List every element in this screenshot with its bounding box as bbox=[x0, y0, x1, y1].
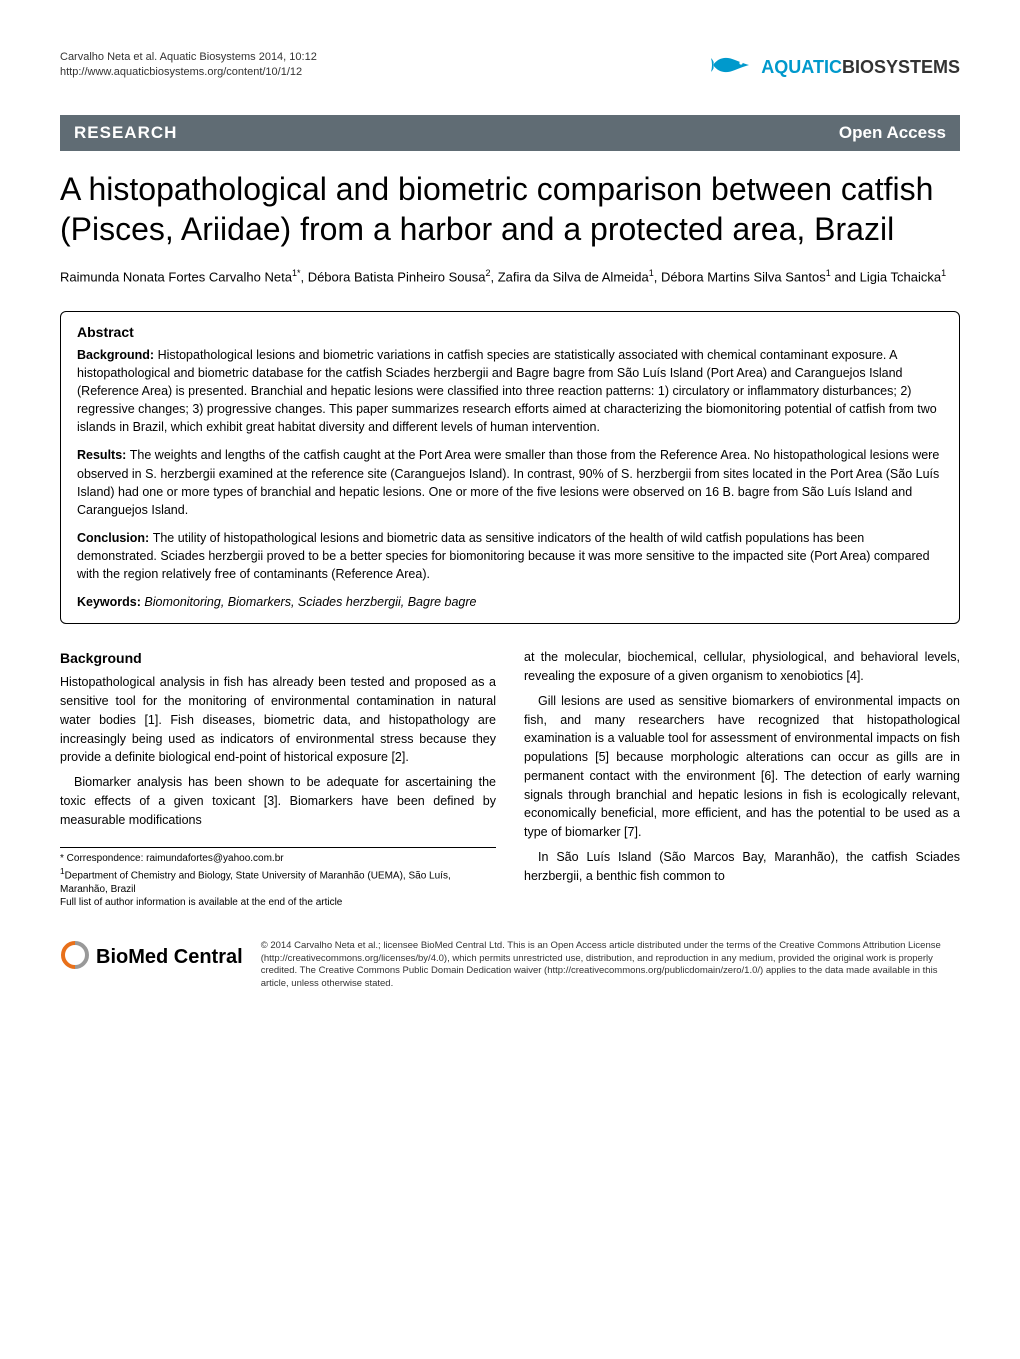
biomedcentral-logo: BioMed Central bbox=[60, 940, 243, 976]
fish-icon bbox=[709, 50, 753, 85]
author-3: , Zafira da Silva de Almeida bbox=[490, 269, 648, 284]
right-column: at the molecular, biochemical, cellular,… bbox=[524, 648, 960, 909]
right-paragraph-1: at the molecular, biochemical, cellular,… bbox=[524, 648, 960, 686]
author-1: Raimunda Nonata Fortes Carvalho Neta bbox=[60, 269, 292, 284]
abstract-conclusion-label: Conclusion: bbox=[77, 531, 153, 545]
license-text: © 2014 Carvalho Neta et al.; licensee Bi… bbox=[261, 940, 960, 991]
abstract-conclusion-text: The utility of histopathological lesions… bbox=[77, 531, 930, 581]
biomedcentral-name: BioMed Central bbox=[96, 946, 243, 969]
author-5: and Ligia Tchaicka bbox=[831, 269, 941, 284]
journal-name-biosystems: BIOSYSTEMS bbox=[842, 57, 960, 78]
left-paragraph-2: Biomarker analysis has been shown to be … bbox=[60, 773, 496, 829]
correspondence-email: * Correspondence: raimundafortes@yahoo.c… bbox=[60, 852, 496, 866]
author-2: , Débora Batista Pinheiro Sousa bbox=[300, 269, 485, 284]
abstract-results-label: Results: bbox=[77, 448, 130, 462]
bracket-icon bbox=[60, 940, 90, 976]
background-heading: Background bbox=[60, 648, 496, 669]
author-5-affil: 1 bbox=[941, 268, 946, 278]
correspondence-affil-text: Department of Chemistry and Biology, Sta… bbox=[60, 870, 451, 895]
keywords-text: Biomonitoring, Biomarkers, Sciades herzb… bbox=[144, 595, 476, 609]
abstract-results: Results: The weights and lengths of the … bbox=[77, 446, 943, 519]
page-container: Carvalho Neta et al. Aquatic Biosystems … bbox=[0, 0, 1020, 1031]
correspondence-affiliation: 1Department of Chemistry and Biology, St… bbox=[60, 866, 496, 896]
keywords-label: Keywords: bbox=[77, 595, 144, 609]
citation-block: Carvalho Neta et al. Aquatic Biosystems … bbox=[60, 50, 317, 81]
right-paragraph-3: In São Luís Island (São Marcos Bay, Mara… bbox=[524, 848, 960, 886]
abstract-heading: Abstract bbox=[77, 324, 943, 340]
abstract-box: Abstract Background: Histopathological l… bbox=[60, 311, 960, 625]
abstract-background-text: Histopathological lesions and biometric … bbox=[77, 348, 937, 435]
author-4: , Débora Martins Silva Santos bbox=[654, 269, 826, 284]
open-access-label: Open Access bbox=[839, 123, 946, 143]
journal-logo: AQUATIC BIOSYSTEMS bbox=[709, 50, 960, 85]
correspondence-block: * Correspondence: raimundafortes@yahoo.c… bbox=[60, 847, 496, 909]
abstract-background-label: Background: bbox=[77, 348, 158, 362]
correspondence-fulllist: Full list of author information is avail… bbox=[60, 896, 496, 910]
research-bar: RESEARCH Open Access bbox=[60, 115, 960, 151]
left-column: Background Histopathological analysis in… bbox=[60, 648, 496, 909]
research-label: RESEARCH bbox=[74, 123, 177, 143]
abstract-conclusion: Conclusion: The utility of histopatholog… bbox=[77, 529, 943, 583]
footer-row: BioMed Central © 2014 Carvalho Neta et a… bbox=[60, 936, 960, 991]
abstract-background: Background: Histopathological lesions an… bbox=[77, 346, 943, 437]
citation-line-1: Carvalho Neta et al. Aquatic Biosystems … bbox=[60, 50, 317, 65]
header-row: Carvalho Neta et al. Aquatic Biosystems … bbox=[60, 50, 960, 85]
abstract-results-text: The weights and lengths of the catfish c… bbox=[77, 448, 939, 516]
abstract-keywords: Keywords: Biomonitoring, Biomarkers, Sci… bbox=[77, 593, 943, 611]
authors-line: Raimunda Nonata Fortes Carvalho Neta1*, … bbox=[60, 267, 960, 287]
body-columns: Background Histopathological analysis in… bbox=[60, 648, 960, 909]
citation-url: http://www.aquaticbiosystems.org/content… bbox=[60, 65, 317, 80]
left-paragraph-1: Histopathological analysis in fish has a… bbox=[60, 673, 496, 767]
article-title: A histopathological and biometric compar… bbox=[60, 169, 960, 249]
journal-name-aquatic: AQUATIC bbox=[761, 57, 842, 78]
right-paragraph-2: Gill lesions are used as sensitive bioma… bbox=[524, 692, 960, 842]
